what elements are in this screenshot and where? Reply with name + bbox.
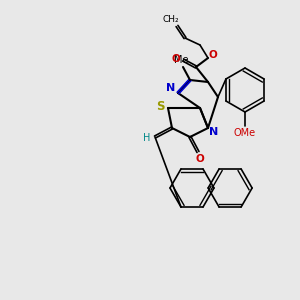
Text: S: S	[156, 100, 164, 113]
Text: CH₂: CH₂	[163, 16, 179, 25]
Text: OMe: OMe	[234, 128, 256, 138]
Text: Me: Me	[174, 55, 188, 65]
Text: O: O	[196, 154, 204, 164]
Text: N: N	[167, 83, 176, 93]
Text: O: O	[208, 50, 217, 60]
Text: H: H	[143, 133, 151, 143]
Text: O: O	[172, 54, 180, 64]
Text: N: N	[209, 127, 219, 137]
